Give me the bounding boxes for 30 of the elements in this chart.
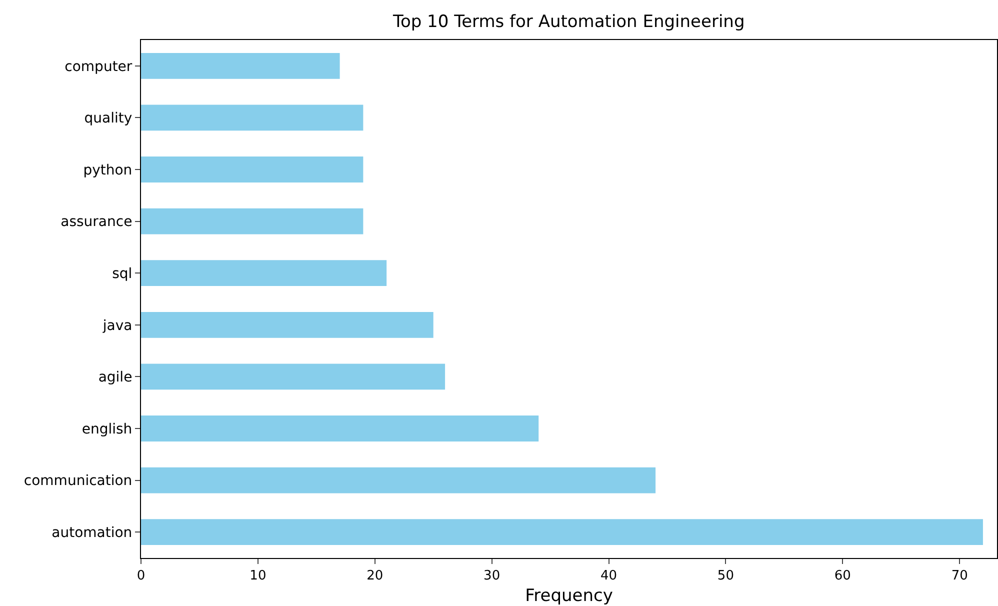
y-tick-label: quality [84,110,132,127]
chart-title: Top 10 Terms for Automation Engineering [392,12,745,32]
y-tick-label: english [82,421,132,438]
y-tick-label: java [102,318,132,334]
x-axis-title: Frequency [525,586,613,606]
bar [141,52,340,79]
x-tick-label: 0 [136,568,146,584]
y-tick-label: assurance [60,214,132,230]
bar [141,260,387,286]
bar [141,416,539,442]
bar [141,519,983,546]
x-tick-label: 30 [484,568,500,584]
bar [141,104,364,131]
bar [141,208,364,234]
x-tick-label: 20 [366,568,384,584]
bar [141,467,656,494]
bar [141,156,364,182]
y-tick-label: computer [64,58,132,75]
y-tick-label: communication [24,473,132,490]
y-tick-label: sql [112,266,132,282]
y-tick-label: agile [98,370,132,386]
bar [141,312,434,338]
x-tick-label: 50 [717,568,734,584]
y-tick-label: python [83,162,132,178]
bar [141,364,446,390]
x-tick-label: 70 [951,568,968,584]
x-tick-label: 60 [834,568,851,584]
x-tick-label: 10 [250,568,266,584]
x-tick-label: 40 [600,568,618,584]
y-tick-label: automation [52,525,132,541]
